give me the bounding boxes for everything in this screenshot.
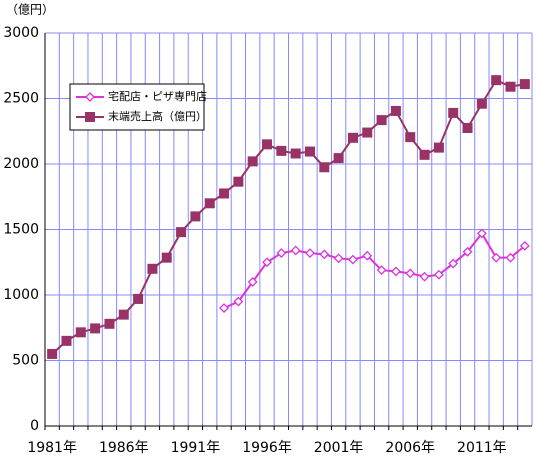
marker: [433, 142, 444, 153]
x-tick-label: 2011年: [457, 440, 507, 456]
x-tick-label: 1981年: [27, 440, 77, 456]
marker: [519, 240, 530, 251]
legend-label: 末端売上高（億円）: [108, 109, 207, 123]
marker: [476, 228, 487, 239]
marker: [104, 318, 115, 329]
marker: [305, 248, 315, 258]
series-line: [223, 231, 526, 310]
marker: [376, 265, 387, 276]
y-tick-label: 2500: [3, 91, 39, 107]
marker: [90, 323, 101, 334]
marker: [161, 252, 172, 263]
marker: [276, 145, 287, 156]
marker: [319, 162, 330, 173]
marker: [319, 249, 330, 260]
y-tick-label: 1000: [3, 287, 39, 303]
marker: [247, 156, 258, 167]
y-tick-label: 2000: [3, 156, 39, 172]
marker: [133, 293, 144, 304]
marker: [190, 211, 201, 222]
marker: [262, 257, 272, 268]
marker: [448, 107, 459, 118]
legend-label: 宅配店・ピザ専門店: [108, 89, 207, 103]
marker: [347, 132, 358, 143]
y-tick-label: 3000: [3, 25, 39, 41]
x-tick-label: 2006年: [385, 440, 435, 456]
marker: [118, 309, 129, 320]
y-tick-label: 0: [30, 418, 39, 434]
marker: [85, 112, 95, 122]
x-tick-label: 1986年: [99, 440, 149, 456]
marker: [219, 188, 230, 199]
marker: [147, 263, 158, 274]
marker: [491, 252, 502, 263]
marker: [405, 268, 416, 279]
series-line: [51, 78, 526, 355]
marker: [362, 250, 373, 261]
marker: [419, 149, 430, 160]
marker: [233, 296, 244, 307]
y-tick-label: 1500: [3, 222, 39, 238]
marker: [61, 335, 72, 346]
marker: [290, 245, 301, 256]
marker: [262, 139, 273, 150]
marker: [176, 227, 187, 238]
marker: [348, 254, 358, 265]
marker: [290, 148, 301, 159]
marker: [204, 198, 215, 209]
marker: [391, 266, 401, 277]
y-tick-label: 500: [12, 353, 39, 369]
marker: [519, 79, 530, 90]
marker: [47, 348, 58, 359]
y-unit-label: （億円）: [6, 3, 54, 17]
marker: [75, 327, 86, 338]
marker: [390, 105, 401, 116]
marker: [333, 153, 344, 164]
marker: [85, 92, 95, 102]
marker: [462, 122, 473, 133]
marker: [247, 276, 258, 287]
x-tick-label: 2001年: [314, 440, 364, 456]
marker: [433, 269, 444, 280]
marker: [405, 132, 416, 143]
marker: [233, 176, 244, 187]
marker: [276, 248, 287, 258]
marker: [462, 246, 473, 257]
marker: [362, 127, 373, 138]
x-tick-label: 1996年: [242, 440, 292, 456]
marker: [219, 303, 229, 314]
marker: [491, 75, 502, 86]
marker: [505, 81, 516, 92]
legend-box: [69, 83, 205, 131]
marker: [376, 115, 387, 126]
marker: [333, 253, 344, 264]
x-tick-label: 1991年: [171, 440, 221, 456]
marker: [476, 98, 487, 109]
marker: [304, 146, 315, 157]
marker: [419, 271, 430, 282]
marker: [505, 252, 516, 263]
marker: [448, 258, 459, 269]
